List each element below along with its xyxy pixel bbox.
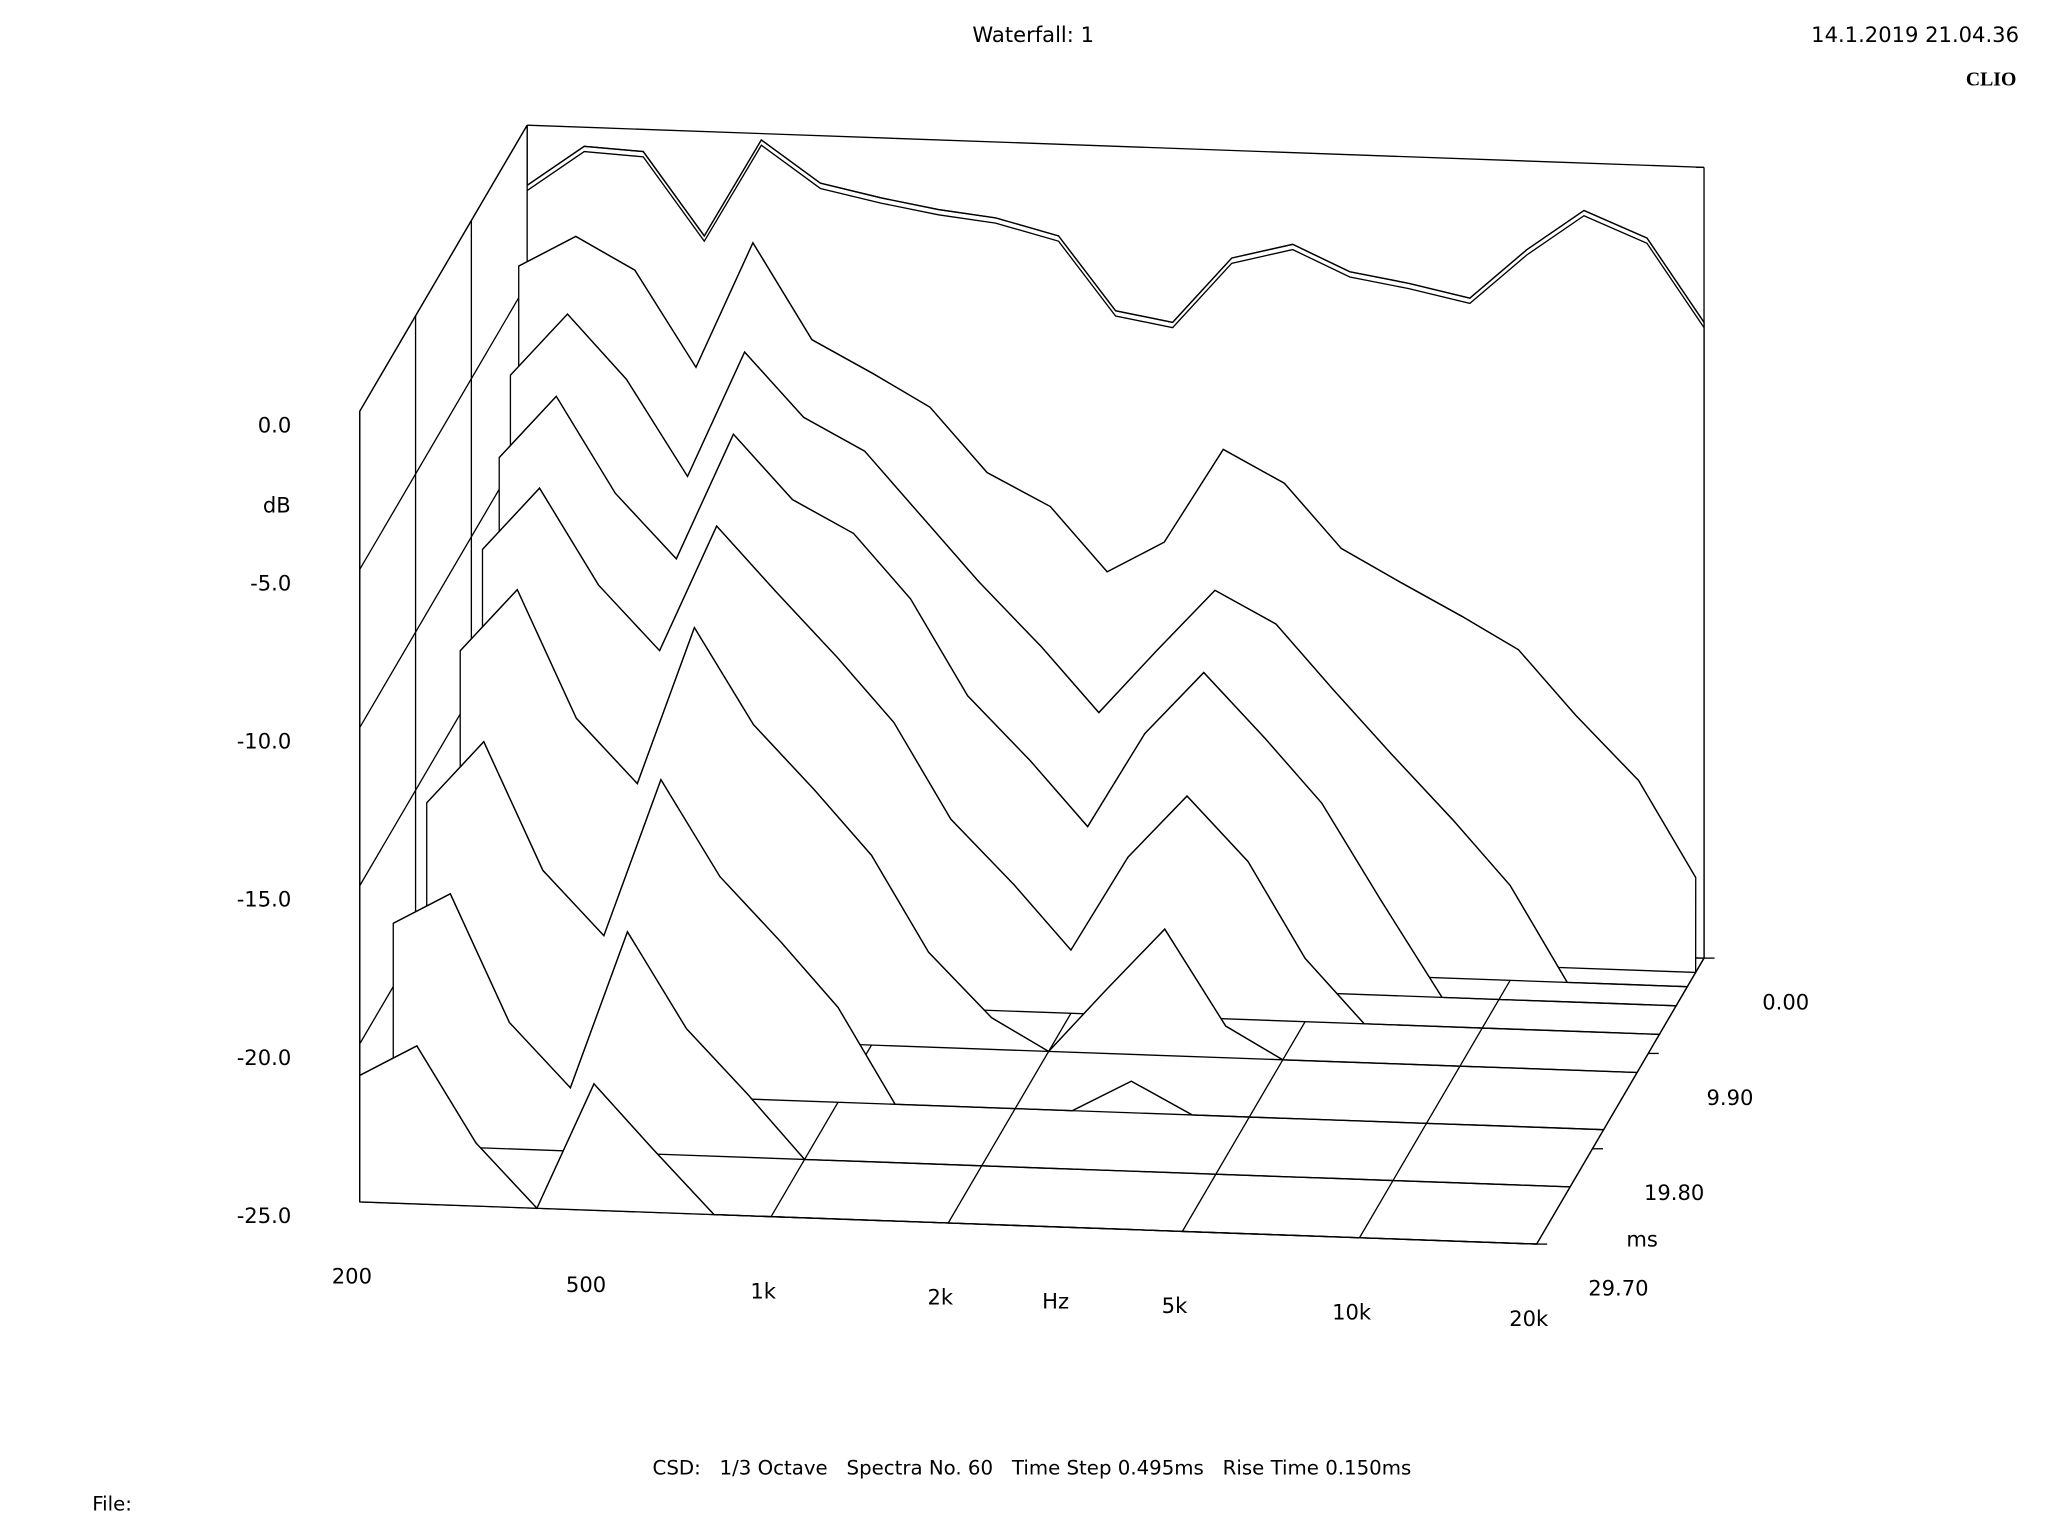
slice-curve bbox=[498, 395, 1677, 1007]
x-tick-label: 10k bbox=[1332, 1299, 1372, 1324]
x-tick-label: 2k bbox=[928, 1285, 954, 1310]
x-tick-label: 1k bbox=[750, 1278, 776, 1303]
x-tick-label: 5k bbox=[1162, 1293, 1188, 1318]
y-axis-label: dB bbox=[263, 493, 291, 518]
slice-curve bbox=[459, 588, 1638, 1074]
y-tick-label: -25.0 bbox=[237, 1203, 292, 1228]
z-tick-label: 29.70 bbox=[1588, 1275, 1648, 1300]
x-tick-label: 200 bbox=[332, 1264, 372, 1289]
x-axis-label: Hz bbox=[1042, 1289, 1069, 1314]
y-tick-label: 0.0 bbox=[258, 412, 292, 437]
slice-curve bbox=[359, 1045, 1537, 1245]
y-tick-label: -20.0 bbox=[237, 1045, 292, 1070]
slice-curve bbox=[509, 313, 1688, 988]
x-tick-label: 500 bbox=[566, 1272, 606, 1297]
x-tick-label: 20k bbox=[1509, 1306, 1549, 1331]
slice-curve bbox=[426, 740, 1604, 1131]
slice-curve-outline bbox=[526, 144, 1705, 329]
chart-title: Waterfall: 1 bbox=[972, 22, 1094, 47]
left-wall-grid bbox=[359, 283, 528, 570]
file-label: File: bbox=[92, 1492, 132, 1515]
back-wall-top bbox=[527, 124, 1705, 169]
footer: CSD: 1/3 Octave Spectra No. 60 Time Step… bbox=[653, 1457, 1412, 1480]
brand: CLIO bbox=[1966, 69, 2016, 91]
slice-curve bbox=[392, 892, 1571, 1188]
y-tick-label: -10.0 bbox=[237, 729, 292, 754]
z-tick-label: 9.90 bbox=[1706, 1085, 1753, 1110]
slice-curve bbox=[526, 138, 1705, 324]
z-tick-label: 19.80 bbox=[1644, 1180, 1704, 1205]
slice-curve bbox=[518, 235, 1697, 878]
z-axis-label: ms bbox=[1626, 1227, 1658, 1252]
left-wall-grid bbox=[359, 124, 528, 412]
y-tick-label: -15.0 bbox=[237, 887, 292, 912]
y-tick-label: -5.0 bbox=[250, 570, 291, 595]
slice-curve bbox=[481, 487, 1660, 1036]
z-tick-label: 0.00 bbox=[1762, 990, 1809, 1015]
timestamp: 14.1.2019 21.04.36 bbox=[1811, 22, 2019, 47]
